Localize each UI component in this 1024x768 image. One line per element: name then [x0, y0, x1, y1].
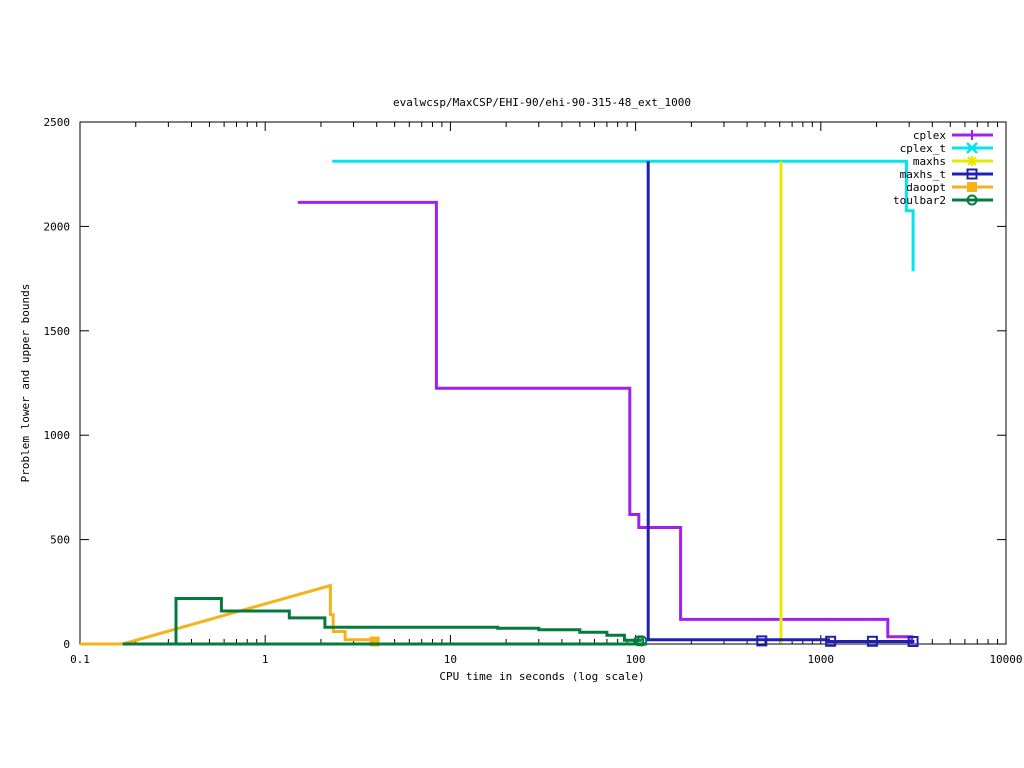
y-tick-label: 1000 — [44, 429, 71, 442]
plot-area — [79, 121, 1007, 645]
legend-label-toulbar2: toulbar2 — [893, 194, 946, 207]
x-tick-label: 100 — [626, 653, 646, 666]
series-point-maxhs_t — [866, 635, 878, 647]
series-cplex — [297, 200, 914, 644]
legend-marker-toulbar2 — [966, 194, 978, 206]
y-axis: 0 500 1000 1500 2000 2500 — [44, 116, 1006, 651]
legend-label-maxhs: maxhs — [913, 155, 946, 168]
legend-marker-daoopt — [967, 182, 977, 192]
y-tick-label: 2500 — [44, 116, 71, 129]
series-toulbar2 — [122, 597, 648, 647]
x-tick-label: 1 — [262, 653, 269, 666]
legend-marker-maxhs_t — [966, 168, 978, 180]
series-point-maxhs_t — [907, 635, 919, 647]
series-line-daoopt — [80, 583, 377, 646]
y-tick-label: 0 — [63, 638, 70, 651]
x-axis: 0.1 1 10 100 1000 10000 — [70, 122, 1023, 666]
legend-label-maxhs_t: maxhs_t — [900, 168, 946, 181]
y-tick-label: 500 — [50, 534, 70, 547]
legend-label-cplex: cplex — [913, 129, 946, 142]
series-point-daoopt — [369, 636, 380, 647]
x-tick-label: 0.1 — [70, 653, 90, 666]
y-axis-label: Problem lower and upper bounds — [19, 284, 32, 483]
y-tick-label: 2000 — [44, 220, 71, 233]
legend-label-daoopt: daoopt — [906, 181, 946, 194]
series-line-toulbar2 — [122, 597, 647, 646]
legend-marker-maxhs — [967, 156, 977, 166]
series-daoopt — [80, 583, 380, 647]
series-point-maxhs_t — [825, 635, 837, 647]
series-maxhs_t — [646, 161, 919, 647]
series-point-maxhs_t — [756, 635, 768, 647]
legend-label-cplex_t: cplex_t — [900, 142, 946, 155]
x-tick-label: 1000 — [808, 653, 835, 666]
chart-title: evalwcsp/MaxCSP/EHI-90/ehi-90-315-48_ext… — [393, 96, 691, 109]
plot-frame — [79, 121, 1007, 645]
series-point-toulbar2 — [636, 635, 648, 647]
legend-marker-cplex — [967, 130, 977, 140]
x-tick-label: 10 — [444, 653, 457, 666]
series-line-cplex — [297, 200, 914, 644]
series-layer — [80, 159, 919, 647]
series-cplex_t — [332, 159, 915, 272]
series-line-maxhs_t — [646, 161, 915, 643]
legend-marker-cplex_t — [966, 142, 978, 154]
x-axis-label: CPU time in seconds (log scale) — [439, 670, 644, 683]
series-line-cplex_t — [332, 159, 915, 272]
x-tick-label: 10000 — [989, 653, 1022, 666]
y-tick-label: 1500 — [44, 325, 71, 338]
